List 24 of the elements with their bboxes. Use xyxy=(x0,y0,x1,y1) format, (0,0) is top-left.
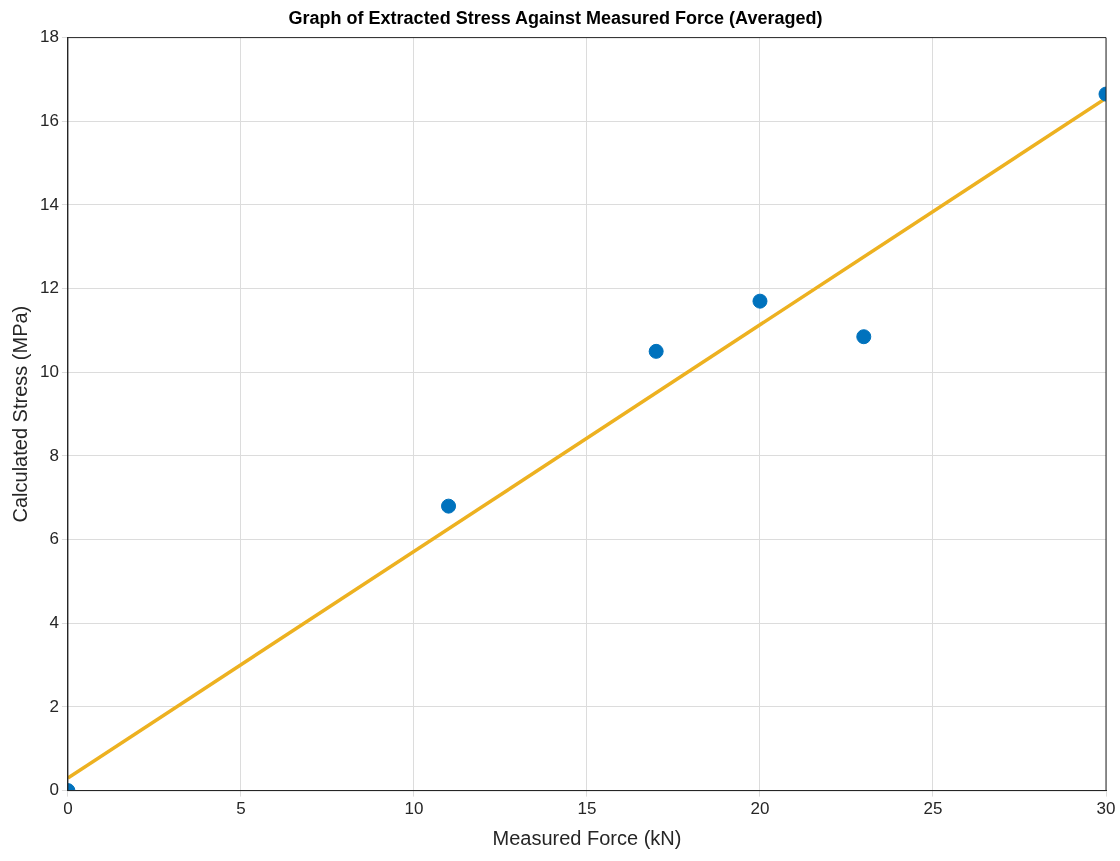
x-tick-label: 20 xyxy=(750,799,770,819)
point xyxy=(752,293,768,309)
y-tick-label: 2 xyxy=(49,696,59,716)
y-tick-label: 12 xyxy=(39,278,59,298)
x-tick-label: 30 xyxy=(1096,799,1116,819)
y-tick-label: 14 xyxy=(39,194,59,214)
point xyxy=(856,329,872,345)
y-tick-label: 0 xyxy=(49,780,59,800)
x-tick-label: 15 xyxy=(577,799,597,819)
y-tick-label: 4 xyxy=(49,612,59,632)
point xyxy=(648,343,664,359)
point xyxy=(441,498,457,514)
y-tick-label: 16 xyxy=(39,110,59,130)
chart-title: Graph of Extracted Stress Against Measured Force (Averaged) xyxy=(288,7,823,28)
x-axis-title: Measured Force (kN) xyxy=(492,826,682,849)
y-tick-label: 10 xyxy=(39,361,59,381)
x-tick-label: 5 xyxy=(236,799,246,819)
y-tick-label: 8 xyxy=(49,445,59,465)
y-tick-label: 6 xyxy=(49,529,59,549)
x-tick-label: 25 xyxy=(923,799,943,819)
y-tick-label: 18 xyxy=(39,27,59,47)
y-axis-title: Calculated Stress (MPa) xyxy=(8,305,31,523)
x-tick-label: 0 xyxy=(63,799,73,819)
x-tick-label: 10 xyxy=(404,799,424,819)
